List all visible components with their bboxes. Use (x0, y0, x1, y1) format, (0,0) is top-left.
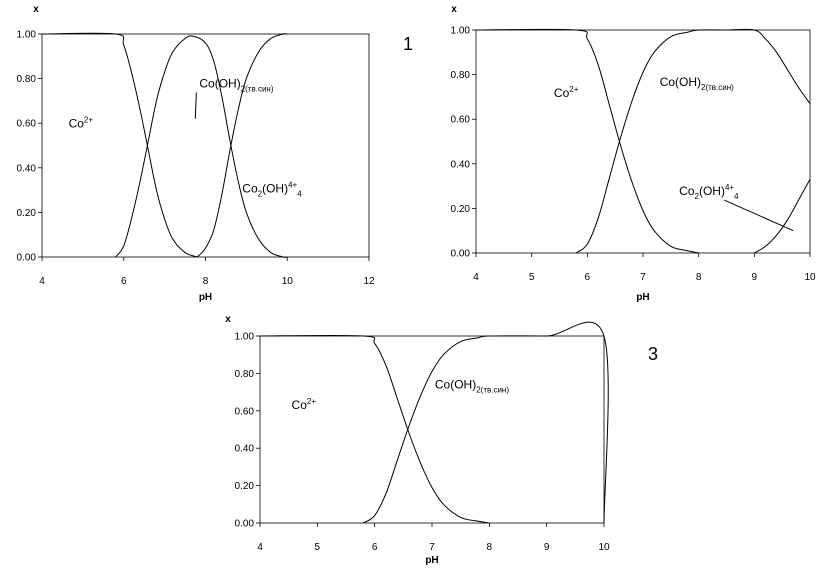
plot-frame (259, 335, 605, 524)
species-label: Co2(OH)4+4 (242, 180, 302, 198)
x-axis-label: pH (199, 292, 212, 303)
y-axis-label: x (225, 314, 231, 325)
series-line (259, 334, 490, 524)
series-line (475, 28, 699, 254)
y-tick-label: 0.20 (17, 208, 37, 219)
panel-label-3: 3 (648, 344, 659, 364)
species-label: Co(OH)2(тв.син) (435, 377, 509, 394)
y-tick-label: 0.60 (17, 119, 37, 130)
x-tick-label: 10 (282, 276, 294, 287)
y-tick-label: 0.40 (17, 163, 37, 174)
x-tick-label: 8 (696, 272, 702, 283)
series-line (41, 32, 198, 258)
x-tick-label: 4 (257, 542, 263, 553)
x-tick-label: 8 (203, 276, 209, 287)
chart-panel-1: 0.00 0.20 0.40 0.60 0.80 1.00 4 6 8 10 12 pH x Co2+ Co… (17, 4, 375, 303)
x-tick-label: 6 (372, 542, 378, 553)
y-tick-label: 1.00 (451, 26, 471, 37)
series-line (575, 28, 811, 254)
series-line (196, 33, 288, 258)
x-tick-label: 4 (473, 272, 479, 283)
leader-line (723, 199, 794, 232)
x-tick-label: 9 (752, 272, 758, 283)
y-axis-label: x (451, 4, 457, 15)
y-tick-label: 0.60 (235, 406, 255, 417)
y-tick-label: 0.80 (235, 369, 255, 380)
y-tick-label: 0.00 (235, 519, 255, 530)
species-label: Co2+ (69, 116, 94, 131)
y-tick-label: 0.60 (451, 115, 471, 126)
x-axis-label: pH (425, 555, 438, 566)
x-tick-label: 7 (429, 542, 435, 553)
y-tick-label: 1.00 (235, 332, 255, 343)
species-label: Co2+ (554, 85, 579, 100)
x-tick-label: 9 (544, 542, 550, 553)
x-tick-label: 6 (121, 276, 127, 287)
x-tick-label: 8 (487, 542, 493, 553)
x-tick-label: 5 (315, 542, 321, 553)
series-line (115, 35, 288, 258)
x-axis-label: pH (636, 292, 649, 303)
x-tick-label: 10 (804, 272, 816, 283)
species-label: Co(OH)2(тв.син) (199, 77, 273, 94)
species-label: Co(OH)2(тв.син) (660, 75, 734, 92)
y-axis-label: x (33, 4, 39, 15)
plot-frame (41, 33, 370, 258)
y-tick-label: 0.20 (451, 204, 471, 215)
plot-frame (475, 29, 811, 254)
species-label: Co2(OH)4+4 (679, 183, 739, 201)
leader-line (194, 92, 197, 119)
x-tick-label: 10 (598, 542, 610, 553)
y-tick-label: 1.00 (17, 30, 37, 41)
y-tick-label: 0.40 (235, 444, 255, 455)
series-line (754, 179, 811, 254)
x-tick-label: 6 (585, 272, 591, 283)
y-tick-label: 0.00 (17, 253, 37, 264)
y-tick-label: 0.80 (17, 74, 37, 85)
x-tick-label: 4 (39, 276, 45, 287)
chart-panel-3: 0.00 0.20 0.40 0.60 0.80 1.00 4 5 6 7 8 9 10 pH x Co2+ C… (225, 314, 610, 566)
panel-label-1: 1 (403, 34, 414, 54)
y-tick-label: 0.00 (451, 249, 471, 260)
x-tick-label: 12 (363, 276, 375, 287)
series-line (362, 321, 609, 524)
x-tick-label: 7 (640, 272, 646, 283)
y-tick-label: 0.80 (451, 70, 471, 81)
chart-panel-2: 0.00 0.20 0.40 0.60 0.80 1.00 4 5 6 7 8 9 10 pH x Co2+ C… (451, 4, 816, 303)
species-label: Co2+ (292, 397, 317, 412)
y-tick-label: 0.20 (235, 481, 255, 492)
y-tick-label: 0.40 (451, 159, 471, 170)
x-tick-label: 5 (529, 272, 535, 283)
